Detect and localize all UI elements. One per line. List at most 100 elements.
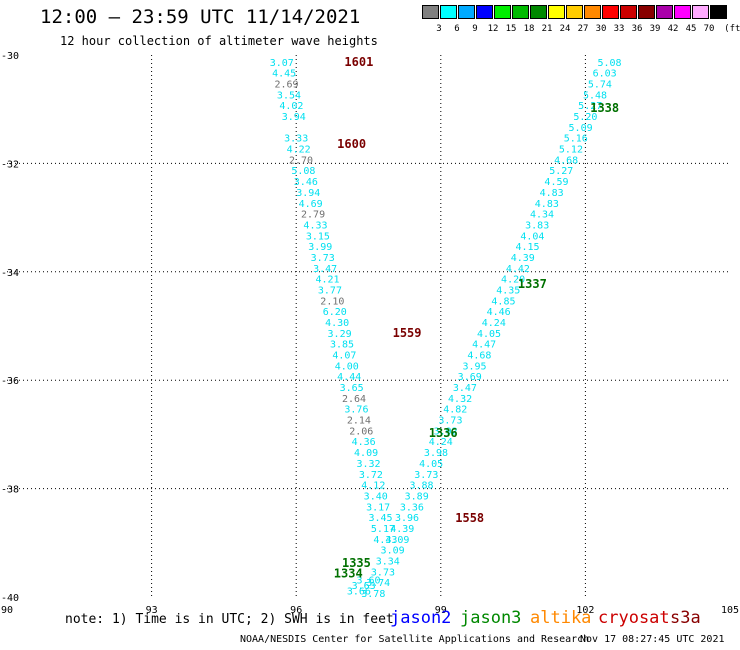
wave-height-value: 4.39	[511, 253, 535, 264]
wave-height-value: 4.05	[477, 329, 501, 340]
wave-height-value: 3.74	[366, 578, 390, 589]
wave-height-value: 3.54	[277, 90, 301, 101]
wave-height-value: 4.39	[390, 524, 414, 535]
wave-height-value: 4.59	[544, 177, 568, 188]
color-swatch	[638, 5, 655, 19]
wave-height-value: 5.08	[291, 166, 315, 177]
wave-height-value: 4.44	[337, 372, 361, 383]
wave-height-value: 4.42	[506, 264, 530, 275]
y-tick-label: -38	[1, 485, 19, 496]
wave-height-value: 3.65	[340, 383, 364, 394]
time-label: 1337	[518, 277, 547, 291]
wave-height-value: 4.04	[520, 231, 544, 242]
color-swatch	[674, 5, 691, 19]
wave-height-value: 3.73	[371, 567, 395, 578]
color-swatch	[530, 5, 547, 19]
wave-height-value: 4.68	[554, 155, 578, 166]
wave-height-value: 4.12	[361, 481, 385, 492]
wave-height-value: 3.47	[453, 383, 477, 394]
x-tick-label: 102	[576, 605, 594, 616]
wave-height-value: 2.06	[349, 426, 373, 437]
time-label: 1601	[344, 55, 373, 69]
wave-height-value: 5.12	[559, 145, 583, 156]
x-tick-label: 93	[146, 605, 158, 616]
wave-height-value: 3.73	[311, 253, 335, 264]
wave-height-value: 3.77	[318, 285, 342, 296]
time-label: 1335	[342, 556, 371, 570]
credit-line: NOAA/NESDIS Center for Satellite Applica…	[240, 634, 590, 645]
color-swatch	[440, 5, 457, 19]
color-swatch	[602, 5, 619, 19]
color-scale-label: 18	[523, 24, 535, 34]
x-tick-label: 105	[721, 605, 739, 616]
page-title: 12:00 — 23:59 UTC 11/14/2021	[40, 6, 361, 28]
wave-height-value: 4.15	[516, 242, 540, 253]
wave-height-value: 3.69	[458, 372, 482, 383]
color-swatch	[548, 5, 565, 19]
wave-height-value: 4.82	[443, 405, 467, 416]
wave-height-value: 3.72	[359, 470, 383, 481]
wave-height-value: 5.74	[588, 80, 612, 91]
wave-height-value: 6.20	[323, 307, 347, 318]
color-scale-label: 36	[631, 24, 643, 34]
wave-height-value: 5.09	[569, 123, 593, 134]
generated-timestamp: Nov 17 08:27:45 UTC 2021	[580, 634, 725, 645]
color-scale-label: 70	[703, 24, 715, 34]
time-label: 1600	[337, 137, 366, 151]
wave-height-value: 3.34	[376, 556, 400, 567]
wave-height-value: 5.27	[549, 166, 573, 177]
x-tick-label: 90	[1, 605, 13, 616]
wave-height-value: 4.69	[299, 199, 323, 210]
wave-height-value: 3.29	[328, 329, 352, 340]
wave-height-value: 3.32	[356, 459, 380, 470]
wave-height-value: 4.32	[448, 394, 472, 405]
wave-height-value: 3.63	[352, 581, 376, 592]
time-label: 1338	[590, 101, 619, 115]
wave-height-value: 4.09	[354, 448, 378, 459]
wave-height-value: 2.10	[320, 296, 344, 307]
time-label: 1334	[334, 566, 363, 580]
wave-height-value: 3.98	[424, 448, 448, 459]
wave-height-value: 5.08	[597, 58, 621, 69]
color-swatch	[566, 5, 583, 19]
color-scale-label: 3	[436, 24, 442, 34]
wave-height-value: 3.73	[414, 470, 438, 481]
wave-height-value: 3.33	[284, 134, 308, 145]
satellite-label-s3a: s3a	[670, 608, 701, 628]
color-scale-label: 42	[667, 24, 679, 34]
wave-height-value: 2.64	[342, 394, 366, 405]
satellite-label-jason3: jason3	[460, 608, 522, 628]
wave-height-value: 4.33	[373, 535, 397, 546]
wave-height-value: 3.92	[434, 426, 458, 437]
wave-height-value: 3.83	[525, 220, 549, 231]
wave-height-value: 4.47	[472, 340, 496, 351]
wave-height-value: 4.35	[496, 285, 520, 296]
color-swatch	[494, 5, 511, 19]
color-scale-unit: (ft)	[724, 24, 740, 34]
wave-height-value: 5.16	[564, 134, 588, 145]
wave-height-value: 3.96	[395, 513, 419, 524]
wave-height-value: 2.14	[347, 416, 371, 427]
satellite-label-jason2: jason2	[390, 608, 452, 628]
wave-height-value: 2.79	[301, 210, 325, 221]
wave-height-value: 4.68	[467, 351, 491, 362]
y-tick-label: -34	[1, 268, 19, 279]
page-subtitle: 12 hour collection of altimeter wave hei…	[60, 34, 378, 48]
wave-height-value: 2.70	[289, 155, 313, 166]
wave-height-value: 4.07	[332, 351, 356, 362]
wave-height-value: 3.88	[409, 481, 433, 492]
color-scale-label: 21	[541, 24, 553, 34]
wave-height-value: 4.21	[315, 275, 339, 286]
wave-height-value: 3.66	[347, 586, 371, 597]
wave-height-value: 4.46	[487, 307, 511, 318]
wave-height-value: 3.46	[294, 177, 318, 188]
wave-height-value: 3.95	[462, 361, 486, 372]
wave-height-value: 3.89	[405, 491, 429, 502]
y-tick-label: -32	[1, 159, 19, 170]
wave-height-value: 3.99	[308, 242, 332, 253]
time-label: 1336	[429, 426, 458, 440]
wave-height-value: 4.83	[540, 188, 564, 199]
y-tick-label: -40	[1, 593, 19, 604]
wave-height-value: 5.48	[583, 90, 607, 101]
